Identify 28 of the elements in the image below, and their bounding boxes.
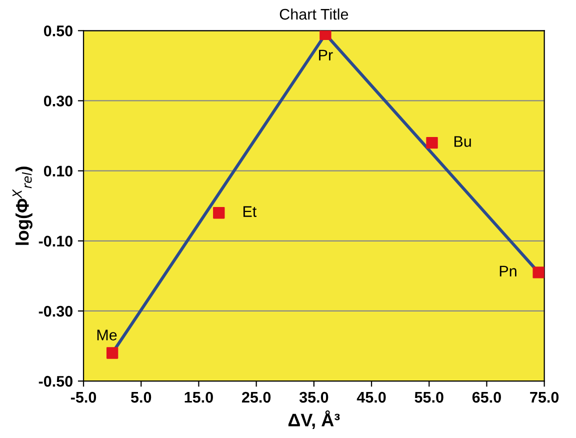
y-tick-label: 0.10 — [44, 166, 72, 177]
x-tick-label: 45.0 — [356, 392, 386, 403]
y-tick-label: 0.50 — [44, 26, 72, 36]
y-tick-label: -0.10 — [38, 236, 72, 247]
y-tick-label: -0.30 — [38, 306, 72, 317]
x-tick-label: 15.0 — [184, 392, 213, 403]
point — [320, 30, 332, 40]
point — [532, 266, 544, 278]
x-tick-label: 65.0 — [472, 392, 501, 403]
annotation: Bu — [454, 136, 471, 147]
x-tick-label: -5.0 — [70, 392, 96, 403]
annotation: Et — [243, 206, 257, 217]
x-tick-label: 75.0 — [530, 392, 559, 403]
y-tick-label: 0.30 — [44, 96, 72, 106]
x-axis-title: ΔV, Å³ — [288, 410, 340, 430]
point — [106, 347, 118, 359]
y-axis-title: log(Φ$^{X}$$_{rel}$) — [12, 166, 32, 245]
x-tick-label: 25.0 — [242, 392, 271, 403]
x-tick-label: 55.0 — [414, 392, 444, 403]
point — [213, 207, 225, 219]
annotation: Pn — [500, 266, 516, 276]
annotation: Me — [97, 330, 117, 340]
x-tick-label: 5.0 — [130, 392, 152, 403]
chart-title: Chart Title — [280, 8, 348, 20]
y-tick-label: -0.50 — [38, 376, 72, 387]
annotation: Pr — [319, 50, 333, 60]
x-tick-label: 35.0 — [299, 392, 328, 403]
point — [426, 136, 438, 149]
